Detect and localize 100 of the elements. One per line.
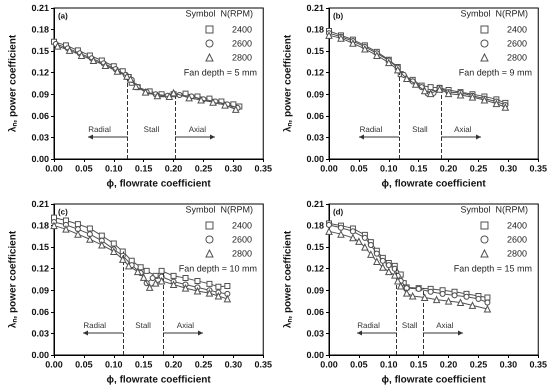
annotation: (c) xyxy=(58,208,68,216)
y-tick-label: 0.15 xyxy=(306,46,324,56)
y-tick-label: 0.03 xyxy=(306,328,324,338)
annotation: (a) xyxy=(58,12,68,20)
x-tick-label: 0.35 xyxy=(254,164,272,174)
annotation: Axial xyxy=(176,320,194,330)
annotation: Stall xyxy=(412,124,428,134)
y-axis-title: λₙ, power coefficient xyxy=(8,230,18,328)
y-tick-label: 0.21 xyxy=(31,3,49,13)
legend-label: 2400 xyxy=(506,24,528,34)
y-tick-label: 0.12 xyxy=(306,68,324,78)
annotation: Radial xyxy=(83,320,106,330)
x-tick-label: 0.15 xyxy=(410,164,428,174)
x-tick-label: 0.20 xyxy=(164,360,182,370)
annotation: Radial xyxy=(88,124,112,134)
legend-label: 2600 xyxy=(506,234,528,244)
x-tick-label: 0.20 xyxy=(440,360,458,370)
x-tick-label: 0.30 xyxy=(224,360,242,370)
annotation: Fan depth = 5 mm xyxy=(184,68,258,78)
annotation: Stall xyxy=(135,320,152,330)
x-tick-label: 0.05 xyxy=(75,164,93,174)
x-axis-title: ϕ, flowrate coefficient xyxy=(106,178,212,190)
x-tick-label: 0.00 xyxy=(320,164,338,174)
x-tick-label: 0.25 xyxy=(470,164,488,174)
y-tick-label: 0.09 xyxy=(306,89,324,100)
y-axis-title: λₙ, power coefficient xyxy=(282,34,294,132)
annotation: Axial xyxy=(436,320,454,330)
y-tick-label: 0.18 xyxy=(31,220,49,231)
legend-label: 2800 xyxy=(232,52,252,62)
x-tick-label: 0.30 xyxy=(500,164,518,174)
legend-title: Symbol N(RPM) xyxy=(460,204,528,214)
legend-title: Symbol N(RPM) xyxy=(185,204,254,214)
y-tick-label: 0.18 xyxy=(31,24,49,35)
x-tick-label: 0.30 xyxy=(224,164,242,174)
y-tick-label: 0.03 xyxy=(31,132,49,142)
x-axis-title: ϕ, flowrate coefficient xyxy=(106,374,212,386)
legend-label: 2800 xyxy=(506,248,528,258)
x-tick-label: 0.35 xyxy=(529,164,548,174)
x-tick-label: 0.10 xyxy=(105,164,123,174)
y-tick-label: 0.09 xyxy=(31,285,49,296)
y-tick-label: 0.03 xyxy=(306,132,324,142)
y-tick-label: 0.00 xyxy=(306,350,324,360)
x-tick-label: 0.30 xyxy=(500,360,518,370)
annotation: Axial xyxy=(454,124,472,134)
legend-label: 2400 xyxy=(506,220,528,230)
y-tick-label: 0.12 xyxy=(31,68,49,78)
annotation: Stall xyxy=(144,124,160,134)
legend-label: 2600 xyxy=(506,38,528,48)
y-tick-label: 0.15 xyxy=(31,46,49,56)
y-tick-label: 0.15 xyxy=(306,242,324,252)
annotation: (b) xyxy=(333,12,344,20)
x-tick-label: 0.25 xyxy=(194,360,212,370)
x-axis-title: ϕ, flowrate coefficient xyxy=(382,374,486,386)
y-axis-title: λₙ, power coefficient xyxy=(8,34,18,132)
legend-label: 2400 xyxy=(232,220,252,230)
y-tick-label: 0.21 xyxy=(31,199,49,209)
y-tick-label: 0.00 xyxy=(31,350,49,360)
y-tick-label: 0.06 xyxy=(31,110,49,121)
annotation: Fan depth = 15 mm xyxy=(454,264,532,274)
x-tick-label: 0.35 xyxy=(529,360,548,370)
annotation: Stall xyxy=(402,320,418,330)
annotation: Fan depth = 10 mm xyxy=(178,264,258,274)
x-tick-label: 0.35 xyxy=(254,360,272,370)
x-tick-label: 0.05 xyxy=(350,360,368,370)
legend-label: 2400 xyxy=(232,24,252,34)
x-tick-label: 0.05 xyxy=(350,164,368,174)
y-tick-label: 0.00 xyxy=(306,154,324,164)
y-tick-label: 0.21 xyxy=(306,3,324,13)
legend-label: 2600 xyxy=(232,234,252,244)
x-tick-label: 0.10 xyxy=(380,360,398,370)
legend-label: 2800 xyxy=(506,52,528,62)
y-tick-label: 0.15 xyxy=(31,242,49,252)
y-tick-label: 0.09 xyxy=(31,89,49,100)
x-axis-title: ϕ, flowrate coefficient xyxy=(382,178,486,190)
x-tick-label: 0.00 xyxy=(320,360,338,370)
y-tick-label: 0.09 xyxy=(306,285,324,296)
y-tick-label: 0.06 xyxy=(31,306,49,317)
y-tick-label: 0.21 xyxy=(306,199,324,209)
x-tick-label: 0.15 xyxy=(134,164,152,174)
x-tick-label: 0.15 xyxy=(134,360,152,370)
x-tick-label: 0.20 xyxy=(440,164,458,174)
x-tick-label: 0.00 xyxy=(45,360,63,370)
annotation: Fan depth = 9 mm xyxy=(458,68,532,78)
y-tick-label: 0.00 xyxy=(31,154,49,164)
x-tick-label: 0.05 xyxy=(75,360,93,370)
x-tick-label: 0.25 xyxy=(194,164,212,174)
x-tick-label: 0.10 xyxy=(380,164,398,174)
legend-label: 2600 xyxy=(232,38,252,48)
annotation: Radial xyxy=(357,320,380,330)
x-tick-label: 0.10 xyxy=(105,360,123,370)
x-tick-label: 0.00 xyxy=(45,164,63,174)
x-tick-label: 0.25 xyxy=(470,360,488,370)
annotation: Axial xyxy=(188,124,206,134)
annotation: (d) xyxy=(333,208,344,216)
y-tick-label: 0.03 xyxy=(31,328,49,338)
y-tick-label: 0.18 xyxy=(306,220,324,231)
annotation: Radial xyxy=(360,124,383,134)
y-axis-title: λₙ, power coefficient xyxy=(282,230,294,328)
y-tick-label: 0.18 xyxy=(306,24,324,35)
legend-label: 2800 xyxy=(232,248,252,258)
